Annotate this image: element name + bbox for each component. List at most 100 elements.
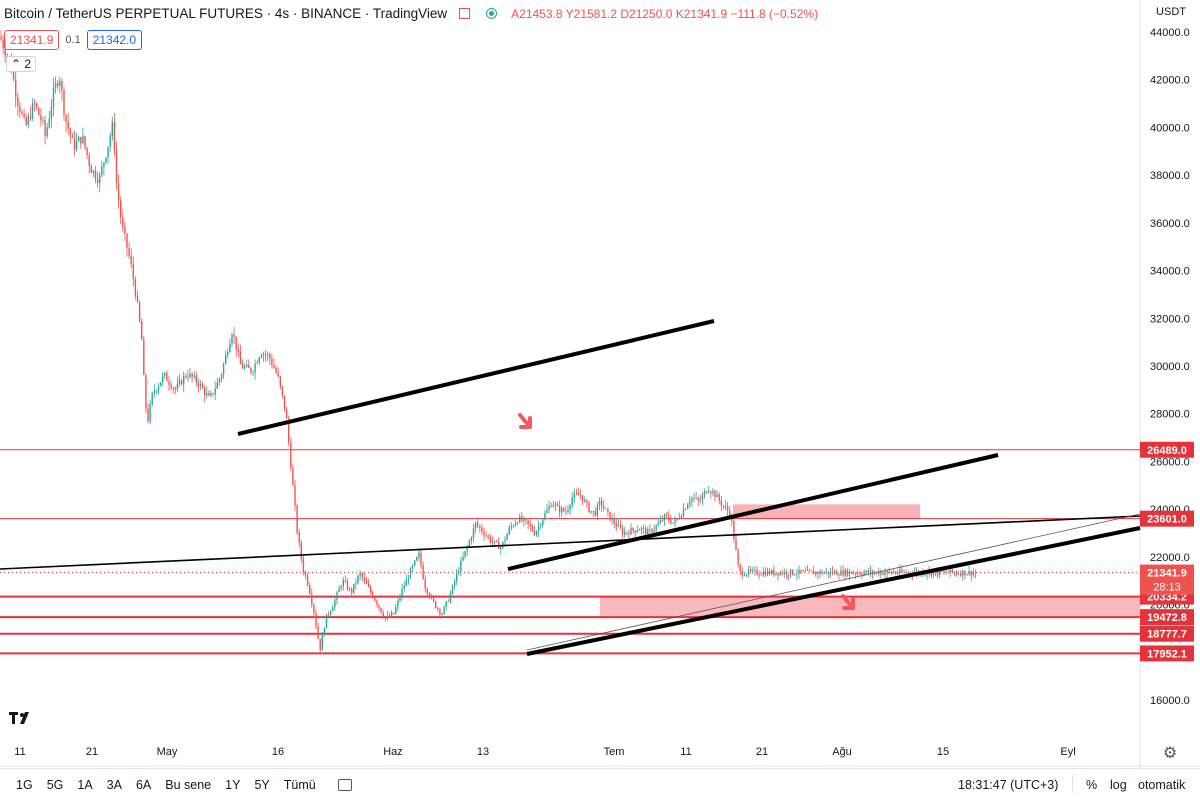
- candle-body: [693, 497, 695, 499]
- auto-scale-toggle[interactable]: otomatik: [1138, 778, 1186, 792]
- candle-body: [848, 571, 851, 576]
- candle-body: [191, 373, 193, 377]
- candle-body: [252, 372, 254, 374]
- candle-body: [306, 575, 309, 585]
- settings-gear-icon[interactable]: ⚙: [1163, 745, 1177, 762]
- channel-upper-line: [507, 453, 999, 571]
- candle-body: [813, 570, 815, 575]
- y-tick-label: 34000.0: [1150, 266, 1190, 278]
- candle-body: [59, 80, 61, 86]
- candle-body: [605, 508, 607, 510]
- candle-body: [115, 150, 118, 184]
- range-3m[interactable]: 3A: [106, 778, 122, 792]
- candle-body: [84, 136, 86, 148]
- candle-body: [775, 573, 777, 575]
- candle-body: [138, 301, 141, 321]
- range-6m[interactable]: 6A: [135, 778, 152, 792]
- candle-body: [153, 390, 155, 394]
- candle-body: [842, 570, 844, 576]
- alert-icon[interactable]: [459, 8, 471, 19]
- range-5y[interactable]: 5Y: [254, 778, 270, 792]
- candle-body: [600, 500, 603, 506]
- candle-body: [309, 584, 311, 594]
- candle-body: [141, 320, 143, 340]
- candle-body: [838, 574, 840, 576]
- candle-body: [176, 383, 179, 390]
- candle-body: [907, 572, 909, 574]
- y-tick-label: 16000.0: [1150, 695, 1190, 707]
- candle-body: [456, 573, 458, 582]
- candle-body: [840, 570, 842, 576]
- candle-body: [382, 612, 384, 618]
- candle-body: [655, 525, 657, 530]
- sell-price-button[interactable]: 21341.9: [4, 30, 60, 50]
- clock[interactable]: 18:31:47 (UTC+3): [958, 778, 1059, 792]
- x-tick-label: May: [157, 746, 178, 758]
- candle-body: [884, 573, 886, 575]
- candle-body: [149, 404, 151, 422]
- candle-body: [388, 615, 391, 617]
- candle-body: [204, 388, 206, 396]
- indicators-toggle[interactable]: ⌃ 2: [6, 56, 37, 72]
- candle-body: [162, 375, 164, 383]
- y-tick-label: 30000.0: [1150, 361, 1190, 373]
- candle-body: [82, 136, 84, 144]
- candle-body: [472, 528, 475, 538]
- candle-body: [107, 146, 109, 158]
- candle-body: [17, 97, 19, 106]
- tradingview-logo-icon[interactable]: [8, 708, 36, 734]
- buy-price-button[interactable]: 21342.0: [86, 30, 143, 50]
- candle-body: [246, 364, 248, 367]
- range-all[interactable]: Tümü: [283, 778, 316, 792]
- percent-toggle[interactable]: %: [1086, 778, 1098, 792]
- candle-body: [892, 572, 895, 574]
- candle-body: [145, 374, 147, 409]
- candle-body: [766, 570, 769, 576]
- market-status-icon[interactable]: [486, 8, 498, 19]
- candle-body: [23, 113, 25, 118]
- candle-body: [680, 516, 683, 519]
- candle-body: [33, 103, 36, 105]
- symbol-title[interactable]: Bitcoin / TetherUS PERPETUAL FUTURES · 4…: [4, 6, 448, 21]
- x-tick-label: 21: [756, 746, 768, 758]
- candle-body: [651, 529, 653, 533]
- candle-body: [949, 569, 951, 573]
- date-range-icon[interactable]: [337, 779, 352, 791]
- chevron-up-icon: ⌃: [11, 57, 22, 71]
- candle-body: [966, 574, 968, 576]
- candle-body: [771, 570, 773, 575]
- candle-body: [888, 570, 890, 572]
- candle-body: [65, 115, 67, 122]
- candle-body: [745, 574, 748, 576]
- thin-trend-line: [526, 513, 1141, 651]
- down-arrow-annotation: [518, 413, 532, 429]
- log-toggle[interactable]: log: [1110, 778, 1127, 792]
- candle-body: [792, 569, 794, 575]
- candle-body: [254, 363, 256, 373]
- candle-body: [262, 354, 265, 356]
- candle-body: [483, 531, 485, 536]
- quote-panel: 21341.9 0.1 21342.0: [4, 30, 143, 50]
- candle-body: [672, 522, 674, 524]
- candle-body: [334, 599, 336, 608]
- candle-body: [542, 519, 544, 526]
- range-ytd[interactable]: Bu sene: [165, 778, 212, 792]
- candle-body: [703, 491, 706, 496]
- candle-body: [953, 572, 956, 574]
- range-5d[interactable]: 5G: [46, 778, 64, 792]
- candle-body: [861, 574, 863, 576]
- candle-body: [821, 571, 823, 574]
- price-level-label: 19472.8: [1147, 612, 1187, 624]
- candle-body: [957, 573, 960, 575]
- range-1d[interactable]: 1G: [16, 778, 33, 792]
- candle-body: [569, 505, 571, 510]
- candle-body: [52, 87, 55, 108]
- currency-label[interactable]: USDT: [1156, 6, 1186, 18]
- candle-body: [510, 526, 512, 528]
- range-1y[interactable]: 1Y: [225, 778, 241, 792]
- candle-body: [44, 120, 46, 136]
- range-1m[interactable]: 1A: [77, 778, 93, 792]
- candle-body: [794, 574, 796, 576]
